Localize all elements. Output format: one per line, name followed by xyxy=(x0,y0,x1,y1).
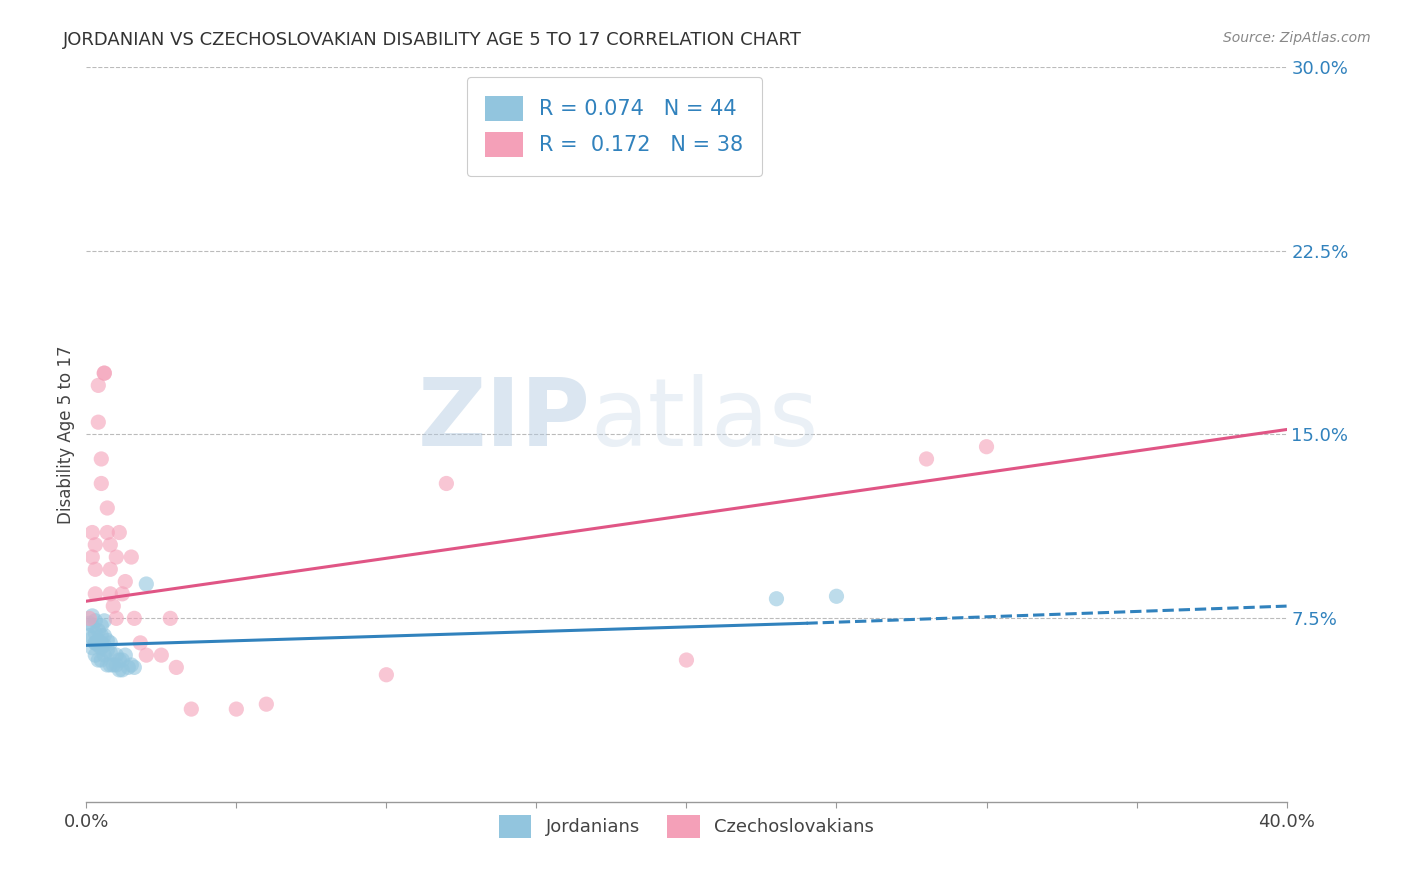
Point xyxy=(82,618,104,632)
Point xyxy=(375,667,398,681)
Point xyxy=(90,653,112,667)
Point xyxy=(82,549,104,564)
Point xyxy=(84,614,107,628)
Point xyxy=(105,549,128,564)
Point xyxy=(111,653,134,667)
Point xyxy=(111,663,134,677)
Point xyxy=(87,378,110,392)
Point xyxy=(105,648,128,662)
Point xyxy=(87,415,110,429)
Point xyxy=(105,657,128,672)
Point xyxy=(84,587,107,601)
Point xyxy=(254,697,277,711)
Point xyxy=(84,538,107,552)
Point xyxy=(90,628,112,642)
Point xyxy=(87,624,110,638)
Point xyxy=(98,587,121,601)
Point xyxy=(159,611,181,625)
Point xyxy=(150,648,173,662)
Point xyxy=(165,660,187,674)
Point xyxy=(90,636,112,650)
Text: JORDANIAN VS CZECHOSLOVAKIAN DISABILITY AGE 5 TO 17 CORRELATION CHART: JORDANIAN VS CZECHOSLOVAKIAN DISABILITY … xyxy=(63,31,803,49)
Point xyxy=(120,549,142,564)
Point xyxy=(98,636,121,650)
Point xyxy=(87,633,110,648)
Point xyxy=(124,660,146,674)
Point xyxy=(98,646,121,660)
Point xyxy=(225,702,247,716)
Point xyxy=(90,640,112,655)
Point xyxy=(675,653,697,667)
Point xyxy=(103,599,125,613)
Point xyxy=(108,653,131,667)
Point xyxy=(90,452,112,467)
Point xyxy=(98,538,121,552)
Point xyxy=(93,628,115,642)
Point xyxy=(84,562,107,576)
Point xyxy=(93,366,115,380)
Point xyxy=(108,525,131,540)
Point xyxy=(79,628,101,642)
Point xyxy=(976,440,998,454)
Point xyxy=(82,525,104,540)
Point xyxy=(103,657,125,672)
Point xyxy=(93,638,115,652)
Point xyxy=(117,660,139,674)
Point xyxy=(108,663,131,677)
Point xyxy=(105,611,128,625)
Y-axis label: Disability Age 5 to 17: Disability Age 5 to 17 xyxy=(58,345,75,524)
Point xyxy=(79,616,101,631)
Point xyxy=(765,591,787,606)
Point xyxy=(129,636,152,650)
Point xyxy=(180,702,202,716)
Text: Source: ZipAtlas.com: Source: ZipAtlas.com xyxy=(1223,31,1371,45)
Point xyxy=(96,643,118,657)
Point xyxy=(87,638,110,652)
Point xyxy=(84,626,107,640)
Point xyxy=(114,648,136,662)
Point xyxy=(82,640,104,655)
Point xyxy=(96,525,118,540)
Point xyxy=(93,366,115,380)
Point xyxy=(98,657,121,672)
Point xyxy=(114,574,136,589)
Point xyxy=(111,587,134,601)
Point xyxy=(90,618,112,632)
Point xyxy=(93,648,115,662)
Point xyxy=(87,653,110,667)
Point xyxy=(82,608,104,623)
Point xyxy=(915,452,938,467)
Point xyxy=(98,562,121,576)
Point xyxy=(96,501,118,516)
Point xyxy=(93,614,115,628)
Text: atlas: atlas xyxy=(591,374,818,466)
Point xyxy=(120,657,142,672)
Point xyxy=(434,476,457,491)
Point xyxy=(96,633,118,648)
Point xyxy=(82,631,104,645)
Point xyxy=(84,636,107,650)
Point xyxy=(135,648,157,662)
Point xyxy=(84,636,107,650)
Point xyxy=(135,577,157,591)
Point xyxy=(84,648,107,662)
Point xyxy=(90,476,112,491)
Point xyxy=(825,589,848,603)
Point xyxy=(96,657,118,672)
Point xyxy=(124,611,146,625)
Text: ZIP: ZIP xyxy=(418,374,591,466)
Point xyxy=(79,611,101,625)
Legend: Jordanians, Czechoslovakians: Jordanians, Czechoslovakians xyxy=(492,808,882,845)
